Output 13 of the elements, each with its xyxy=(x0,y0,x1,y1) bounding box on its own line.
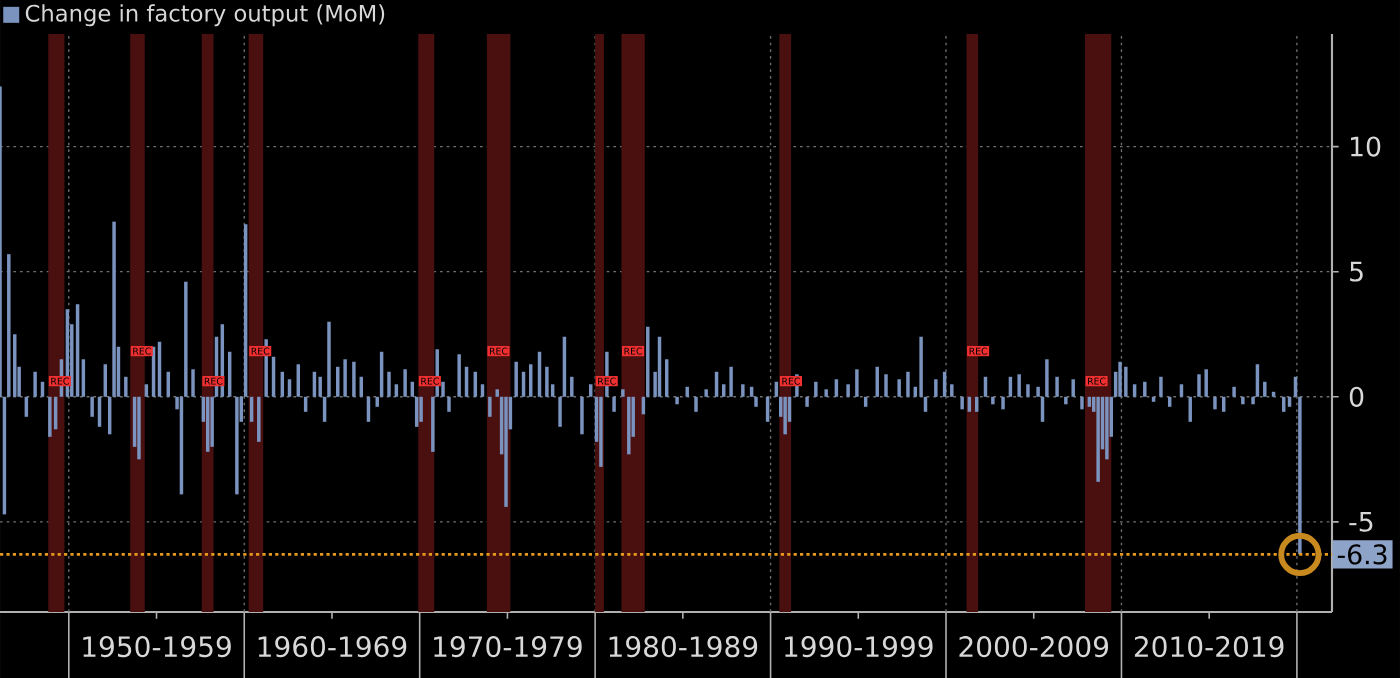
x-tick-label: 1970-1979 xyxy=(434,636,582,658)
x-tick-label: 2010-2019 xyxy=(1134,636,1284,658)
x-tick-label: 1980-1989 xyxy=(609,636,758,658)
legend-label: Change in factory output (MoM) xyxy=(25,4,385,27)
y-tick-label: 0 xyxy=(1349,386,1364,407)
y-tick-label: 5 xyxy=(1350,261,1363,282)
x-tick-label: 1950-1959 xyxy=(83,636,231,658)
y-tick-label: -5 xyxy=(1349,511,1373,532)
x-tick-label: 1960-1969 xyxy=(258,636,407,658)
ref-line-label: -6.3 xyxy=(1337,544,1387,565)
x-tick-label: 1990-1999 xyxy=(785,636,933,658)
y-tick-label: 10 xyxy=(1351,136,1381,157)
x-tick-label: 2000-2009 xyxy=(959,636,1109,658)
